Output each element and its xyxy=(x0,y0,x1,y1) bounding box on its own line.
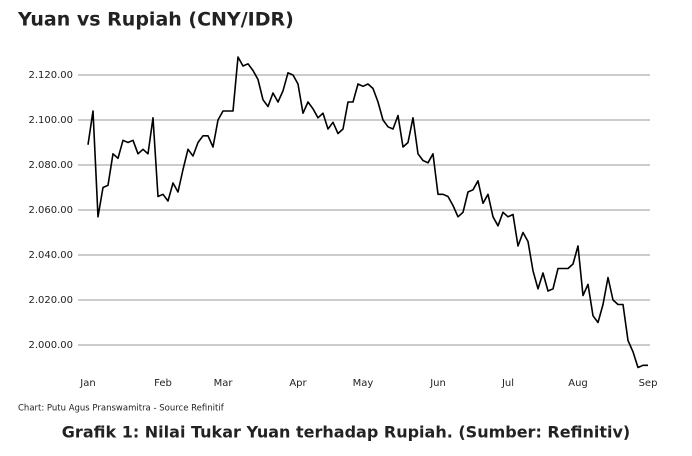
y-tick-label: 2.040.00 xyxy=(28,250,73,261)
x-tick-label: Sep xyxy=(639,378,658,389)
x-tick-label: Apr xyxy=(289,378,307,389)
chart-source: Chart: Putu Agus Pranswamitra - Source R… xyxy=(18,404,225,414)
price-line xyxy=(87,56,648,369)
x-tick-label: May xyxy=(353,378,374,389)
x-tick-label: Jul xyxy=(501,378,514,389)
y-tick-label: 2.080.00 xyxy=(28,160,73,171)
x-tick-label: Jan xyxy=(79,378,95,389)
y-tick-label: 2.100.00 xyxy=(28,115,73,126)
chart-caption: Grafik 1: Nilai Tukar Yuan terhadap Rupi… xyxy=(62,423,630,442)
y-tick-label: 2.000.00 xyxy=(28,340,73,351)
x-tick-label: Feb xyxy=(154,378,172,389)
chart-title: Yuan vs Rupiah (CNY/IDR) xyxy=(17,9,294,31)
x-tick-label: Mar xyxy=(214,378,234,389)
x-tick-label: Jun xyxy=(429,378,446,389)
y-tick-label: 2.060.00 xyxy=(28,205,73,216)
y-tick-label: 2.120.00 xyxy=(28,70,73,81)
y-tick-label: 2.020.00 xyxy=(28,295,73,306)
x-tick-label: Aug xyxy=(568,378,588,389)
